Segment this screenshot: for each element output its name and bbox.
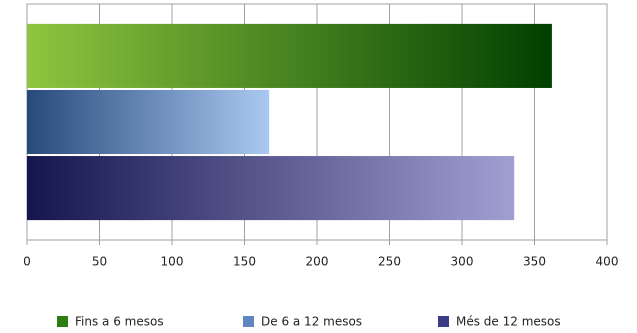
x-tick-label: 100 bbox=[161, 255, 184, 269]
x-tick-label: 150 bbox=[233, 255, 256, 269]
x-tick-label: 200 bbox=[306, 255, 329, 269]
legend-label: Fins a 6 mesos bbox=[75, 315, 164, 329]
bar bbox=[27, 23, 552, 88]
x-tick-label: 350 bbox=[523, 255, 546, 269]
x-tick-label: 0 bbox=[23, 255, 31, 269]
bar bbox=[27, 156, 515, 221]
x-tick-label: 300 bbox=[451, 255, 474, 269]
x-tick-label: 50 bbox=[92, 255, 107, 269]
legend-swatch bbox=[57, 316, 68, 327]
legend-swatch bbox=[438, 316, 449, 327]
legend-label: De 6 a 12 mesos bbox=[261, 315, 362, 329]
bar bbox=[27, 89, 270, 155]
x-tick-label: 400 bbox=[596, 255, 619, 269]
x-tick-label: 250 bbox=[378, 255, 401, 269]
legend-swatch bbox=[243, 316, 254, 327]
legend-label: Més de 12 mesos bbox=[456, 315, 561, 329]
